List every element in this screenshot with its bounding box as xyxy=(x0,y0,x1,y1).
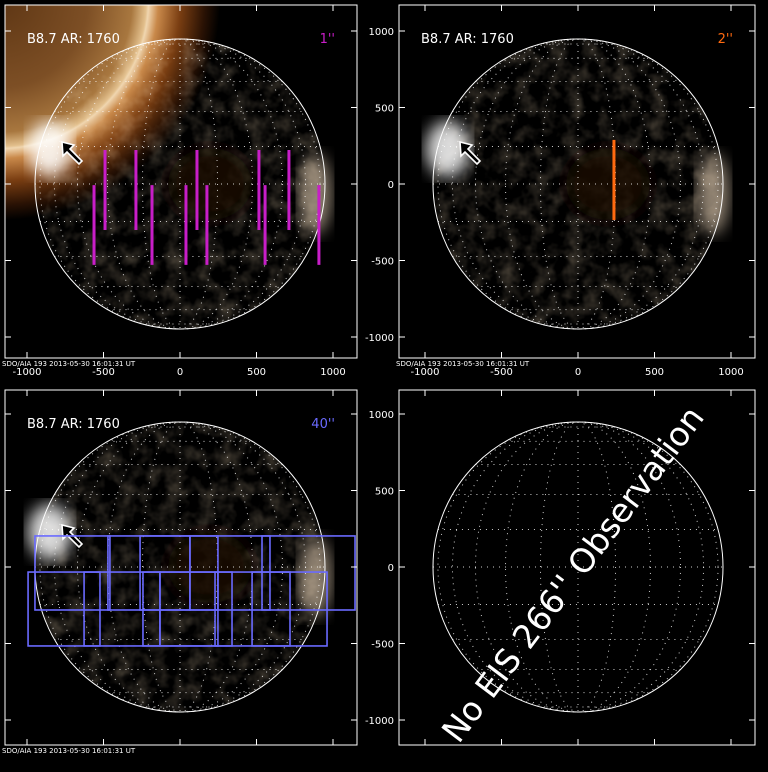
y-tick-label: 500 xyxy=(375,104,394,115)
raster-box xyxy=(159,571,233,647)
grid-longitude xyxy=(437,38,719,330)
x-tick-label: 1000 xyxy=(718,367,743,378)
plot-area xyxy=(426,38,729,330)
footer: SDO/AIA 193 2013-05-30 16:01:31 UT xyxy=(2,360,136,368)
plot-area xyxy=(5,5,331,330)
frame xyxy=(4,4,358,359)
y-tick-label: -1000 xyxy=(365,716,394,727)
y-tick-label: 1000 xyxy=(369,27,394,38)
grid-longitude xyxy=(39,421,321,713)
grid-longitude xyxy=(474,421,682,713)
active-region xyxy=(299,537,331,617)
x-tick-label: -500 xyxy=(92,367,115,378)
x-tick-label: -500 xyxy=(490,367,513,378)
panel-label: B8.7 AR: 1760 xyxy=(27,417,120,432)
x-tick-label: 0 xyxy=(575,367,581,378)
panel: No EIS 266'' Observation-1000-5000500100… xyxy=(365,389,756,750)
y-tick-label: -1000 xyxy=(365,333,394,344)
grid-longitude xyxy=(107,38,253,330)
grid-longitude xyxy=(76,38,284,330)
y-tick-label: 500 xyxy=(375,487,394,498)
plot-area xyxy=(432,421,724,713)
raster-box xyxy=(261,535,356,611)
slit-label: 1'' xyxy=(320,32,335,47)
grid-longitude xyxy=(76,421,284,713)
x-tick-label: -1000 xyxy=(12,367,41,378)
grid-longitude xyxy=(107,421,253,713)
x-tick-label: 1000 xyxy=(320,367,345,378)
x-tick-label: 500 xyxy=(645,367,664,378)
limb xyxy=(432,38,724,330)
active-region xyxy=(299,154,331,234)
active-region xyxy=(28,504,72,560)
footer: SDO/AIA 193 2013-05-30 16:01:31 UT xyxy=(396,360,530,368)
x-tick-label: 500 xyxy=(247,367,266,378)
footer: SDO/AIA 193 2013-05-30 16:01:31 UT xyxy=(2,747,136,755)
grid-longitude xyxy=(474,38,682,330)
grid-longitude xyxy=(437,421,719,713)
grid-longitude xyxy=(505,38,651,330)
y-tick-label: -500 xyxy=(371,640,394,651)
panel: B8.7 AR: 1760 2'' SDO/AIA 193 2013-05-30 1… xyxy=(365,4,756,378)
x-tick-label: 0 xyxy=(177,367,183,378)
panel: B8.7 AR: 1760 1'' SDO/AIA 193 2013-05-30 1… xyxy=(2,4,358,378)
y-tick-label: 1000 xyxy=(369,410,394,421)
active-region xyxy=(697,154,729,234)
y-tick-label: 0 xyxy=(388,180,394,191)
grid-longitude xyxy=(39,38,321,330)
y-tick-label: -500 xyxy=(371,257,394,268)
limb xyxy=(432,421,724,713)
raster-box xyxy=(251,571,328,647)
frame xyxy=(398,4,756,359)
x-tick-label: -1000 xyxy=(410,367,439,378)
raster-box xyxy=(189,535,271,611)
slit-label: 40'' xyxy=(311,417,335,432)
raster-box xyxy=(34,535,111,611)
grid-longitude xyxy=(505,421,651,713)
limb xyxy=(34,38,326,330)
panel-label: B8.7 AR: 1760 xyxy=(421,32,514,47)
panel: B8.7 AR: 1760 40'' SDO/AIA 193 2013-05-30 … xyxy=(2,389,358,755)
raster-box xyxy=(27,571,101,647)
active-region xyxy=(426,121,470,177)
panel-label: B8.7 AR: 1760 xyxy=(27,32,120,47)
active-region xyxy=(28,121,72,177)
plot-area xyxy=(27,421,356,713)
slit-label: 2'' xyxy=(718,32,733,47)
y-tick-label: 0 xyxy=(388,563,394,574)
